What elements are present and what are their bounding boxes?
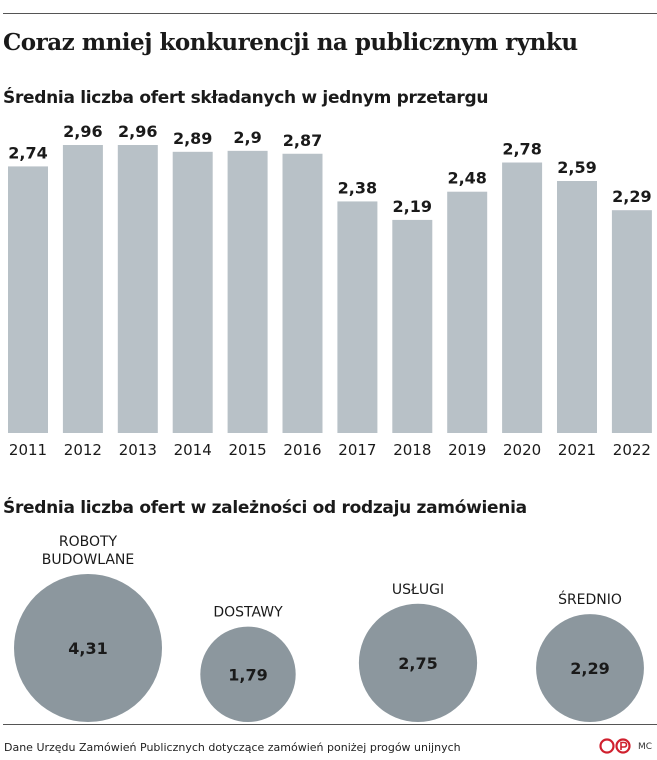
- author-initials: MC: [638, 742, 653, 752]
- bubble-value-label: 2,75: [398, 654, 437, 673]
- x-tick-label: 2015: [229, 441, 267, 459]
- bar-2015: [227, 150, 268, 433]
- bubble-3: [358, 603, 478, 722]
- x-tick-label: 2012: [64, 441, 102, 459]
- bubble-category-label: DOSTAWY: [213, 605, 283, 621]
- bar-2018: [392, 219, 433, 433]
- x-tick-label: 2011: [9, 441, 47, 459]
- bar-value-label: 2,74: [8, 143, 47, 162]
- source-note: Dane Urzędu Zamówień Publicznych dotyczą…: [4, 741, 461, 754]
- bubble-chart-title: Średnia liczba ofert w zależności od rod…: [3, 498, 527, 518]
- bar-value-label: 2,87: [283, 131, 322, 150]
- bar-chart-title: Średnia liczba ofert składanych w jednym…: [3, 88, 489, 108]
- bar-value-label: 2,59: [557, 158, 596, 177]
- bar-2013: [117, 145, 158, 433]
- page-title: Coraz mniej konkurencji na publicznym ry…: [3, 29, 578, 56]
- bubble-value-label: 2,29: [570, 659, 609, 678]
- x-tick-label: 2019: [448, 441, 486, 459]
- x-tick-label: 2016: [283, 441, 321, 459]
- x-tick-label: 2017: [338, 441, 376, 459]
- bar-2011: [8, 166, 48, 434]
- bar-2019: [447, 191, 488, 433]
- x-tick-label: 2022: [613, 441, 651, 459]
- bar-value-label: 2,89: [173, 129, 212, 148]
- bubble-category-label: ROBOTY: [59, 534, 118, 550]
- bubble-category-label: USŁUGI: [392, 582, 444, 598]
- bar-2012: [62, 145, 103, 433]
- bar-value-label: 2,29: [612, 187, 651, 206]
- bar-value-label: 2,19: [393, 197, 432, 216]
- bar-2020: [502, 162, 543, 433]
- bubble-value-label: 1,79: [228, 665, 267, 684]
- bubble-category-label: ŚREDNIO: [558, 590, 622, 608]
- bubble-category-label: BUDOWLANE: [42, 552, 135, 568]
- bar-value-label: 2,96: [63, 122, 102, 141]
- top-rule: [3, 13, 657, 14]
- bar-value-label: 2,38: [338, 178, 377, 197]
- x-tick-label: 2014: [174, 441, 212, 459]
- bubble-1: [14, 574, 162, 722]
- bubble-value-label: 4,31: [68, 639, 107, 658]
- bar-2022: [611, 210, 652, 433]
- bar-2014: [172, 151, 213, 434]
- x-tick-label: 2020: [503, 441, 541, 459]
- bubble-chart: 4,31 ROBOTY BUDOWLANE 1,79 DOSTAWY 2,75 USŁUGI…: [14, 534, 644, 722]
- bar-value-label: 2,48: [447, 169, 486, 188]
- publisher-logo-icon: [599, 738, 631, 754]
- bar-value-label: 2,96: [118, 122, 157, 141]
- x-tick-label: 2013: [119, 441, 157, 459]
- bar-value-label: 2,78: [502, 140, 541, 159]
- bar-chart: 2,74 2011 2,96 2012 2,96 2013 2,89 2014 2,9 2015 2…: [8, 122, 652, 459]
- x-tick-label: 2018: [393, 441, 431, 459]
- bubble-4: [536, 614, 644, 722]
- bar-2016: [282, 153, 323, 433]
- bubble-2: [200, 626, 296, 722]
- bar-value-label: 2,9: [233, 128, 261, 147]
- x-tick-label: 2021: [558, 441, 596, 459]
- bottom-rule: [3, 724, 657, 725]
- bar-2017: [337, 201, 378, 433]
- bar-2021: [557, 181, 597, 433]
